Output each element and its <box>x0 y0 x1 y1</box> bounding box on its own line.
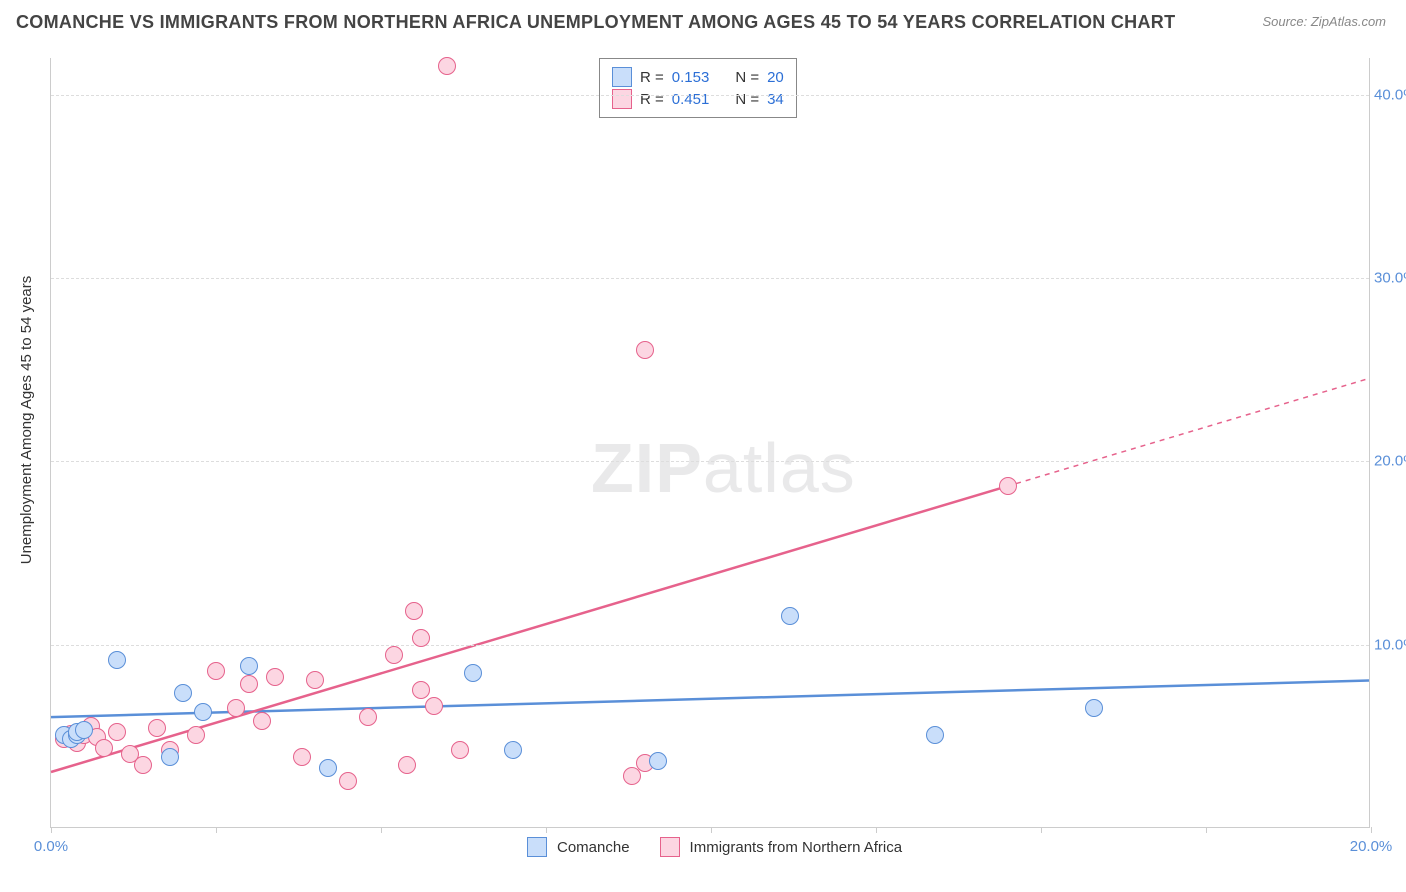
scatter-point <box>194 703 212 721</box>
grid-line <box>51 278 1369 279</box>
grid-line <box>51 95 1369 96</box>
scatter-point <box>999 477 1017 495</box>
scatter-point <box>405 602 423 620</box>
r-label: R = <box>640 69 664 86</box>
x-tick-mark <box>216 827 217 833</box>
scatter-point <box>227 699 245 717</box>
scatter-point <box>319 759 337 777</box>
x-tick-mark <box>381 827 382 833</box>
chart-title: COMANCHE VS IMMIGRANTS FROM NORTHERN AFR… <box>16 12 1175 33</box>
scatter-point <box>134 756 152 774</box>
grid-line <box>51 645 1369 646</box>
scatter-point <box>451 741 469 759</box>
series-legend: Comanche Immigrants from Northern Africa <box>527 837 922 857</box>
legend-label: Comanche <box>557 839 630 856</box>
x-tick-label: 20.0% <box>1350 838 1393 855</box>
scatter-point <box>240 675 258 693</box>
scatter-point <box>385 646 403 664</box>
n-label: N = <box>735 69 759 86</box>
n-value: 34 <box>767 91 784 108</box>
r-label: R = <box>640 91 664 108</box>
scatter-point <box>425 697 443 715</box>
scatter-point <box>359 708 377 726</box>
legend-swatch <box>660 837 680 857</box>
legend-swatch <box>612 67 632 87</box>
y-tick-label: 10.0% <box>1374 636 1406 653</box>
scatter-point <box>781 607 799 625</box>
scatter-point <box>207 662 225 680</box>
scatter-point <box>649 752 667 770</box>
scatter-point <box>412 681 430 699</box>
x-tick-label: 0.0% <box>34 838 68 855</box>
scatter-point <box>293 748 311 766</box>
scatter-point <box>148 719 166 737</box>
plot-area: ZIPatlas R =0.153N =20R =0.451N =34 Coma… <box>50 58 1370 828</box>
scatter-point <box>412 629 430 647</box>
scatter-point <box>504 741 522 759</box>
scatter-point <box>306 671 324 689</box>
legend-swatch <box>612 89 632 109</box>
scatter-point <box>75 721 93 739</box>
scatter-point <box>636 341 654 359</box>
y-tick-label: 20.0% <box>1374 453 1406 470</box>
x-tick-mark <box>1371 827 1372 833</box>
x-tick-mark <box>51 827 52 833</box>
y-tick-label: 30.0% <box>1374 270 1406 287</box>
scatter-point <box>438 57 456 75</box>
scatter-point <box>108 723 126 741</box>
grid-line <box>51 461 1369 462</box>
scatter-point <box>253 712 271 730</box>
x-tick-mark <box>1041 827 1042 833</box>
scatter-point <box>339 772 357 790</box>
y-tick-label: 40.0% <box>1374 86 1406 103</box>
x-tick-mark <box>546 827 547 833</box>
scatter-point <box>174 684 192 702</box>
y-axis-label: Unemployment Among Ages 45 to 54 years <box>18 276 35 565</box>
x-tick-mark <box>876 827 877 833</box>
x-tick-mark <box>711 827 712 833</box>
scatter-point <box>926 726 944 744</box>
stats-legend-row: R = 0.153 N = 20 <box>612 67 784 87</box>
stats-legend-row: R = 0.451 N = 34 <box>612 89 784 109</box>
source-attribution: Source: ZipAtlas.com <box>1262 14 1386 29</box>
scatter-point <box>464 664 482 682</box>
scatter-point <box>398 756 416 774</box>
x-tick-mark <box>1206 827 1207 833</box>
scatter-point <box>187 726 205 744</box>
scatter-point <box>240 657 258 675</box>
scatter-point <box>108 651 126 669</box>
scatter-point <box>266 668 284 686</box>
chart-container: COMANCHE VS IMMIGRANTS FROM NORTHERN AFR… <box>0 0 1406 892</box>
r-value: 0.451 <box>672 91 710 108</box>
trend-lines <box>51 58 1369 827</box>
scatter-point <box>95 739 113 757</box>
stats-legend: R = 0.153 N = 20 R = 0.451 N = 34 <box>599 58 797 118</box>
n-label: N = <box>735 91 759 108</box>
scatter-point <box>1085 699 1103 717</box>
legend-swatch <box>527 837 547 857</box>
r-value: 0.153 <box>672 69 710 86</box>
legend-label: Immigrants from Northern Africa <box>690 839 903 856</box>
n-value: 20 <box>767 69 784 86</box>
scatter-point <box>161 748 179 766</box>
